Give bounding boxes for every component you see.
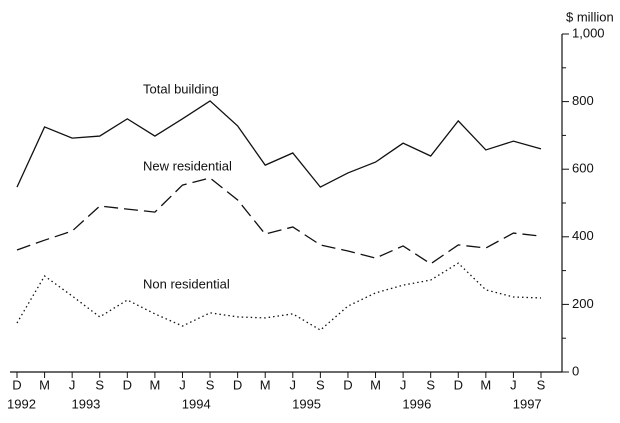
y-tick-label: 400 bbox=[572, 228, 594, 243]
series-line bbox=[16, 262, 542, 331]
year-label: 1996 bbox=[402, 396, 431, 411]
y-tick-label: 600 bbox=[572, 161, 594, 176]
year-label: 1995 bbox=[292, 396, 321, 411]
y-tick-label: 800 bbox=[572, 93, 594, 108]
x-tick-label: M bbox=[260, 377, 271, 392]
x-tick-label: S bbox=[95, 377, 104, 392]
x-tick-label: M bbox=[370, 377, 381, 392]
x-tick-label: J bbox=[400, 377, 407, 392]
x-tick-label: S bbox=[206, 377, 215, 392]
series-label: New residential bbox=[143, 158, 232, 173]
x-tick-label: D bbox=[233, 377, 242, 392]
x-tick-label: J bbox=[290, 377, 297, 392]
series-label: Non residential bbox=[143, 276, 230, 291]
x-tick-label: D bbox=[454, 377, 463, 392]
series-line bbox=[16, 177, 542, 265]
x-tick-label: M bbox=[39, 377, 50, 392]
year-label: 1997 bbox=[513, 396, 542, 411]
x-tick-label: J bbox=[179, 377, 186, 392]
series-line bbox=[16, 100, 542, 188]
x-tick-label: M bbox=[480, 377, 491, 392]
x-tick-label: D bbox=[123, 377, 132, 392]
x-tick-label: J bbox=[69, 377, 76, 392]
year-label: 1993 bbox=[71, 396, 100, 411]
year-label: 1992 bbox=[7, 396, 36, 411]
x-tick-label: S bbox=[426, 377, 435, 392]
x-tick-label: D bbox=[12, 377, 21, 392]
series-label: Total building bbox=[143, 81, 219, 96]
x-tick-label: J bbox=[510, 377, 517, 392]
x-tick-label: S bbox=[316, 377, 325, 392]
y-tick-label: 1,000 bbox=[572, 25, 605, 40]
x-tick-label: D bbox=[343, 377, 352, 392]
y-axis-label: $ million bbox=[566, 9, 614, 24]
year-label: 1994 bbox=[182, 396, 211, 411]
x-tick-label: S bbox=[537, 377, 546, 392]
x-tick-label: M bbox=[149, 377, 160, 392]
y-tick-label: 0 bbox=[572, 363, 579, 378]
y-tick-label: 200 bbox=[572, 296, 594, 311]
